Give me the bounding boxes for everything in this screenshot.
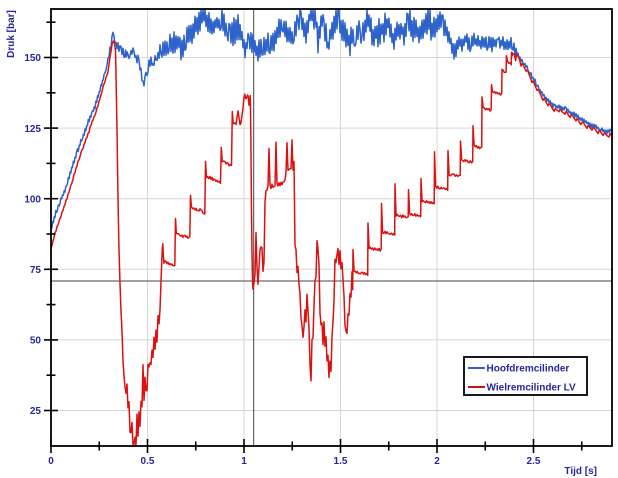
svg-text:Tijd [s]: Tijd [s] [564, 466, 597, 477]
svg-text:0: 0 [48, 456, 54, 467]
svg-text:25: 25 [30, 406, 42, 417]
svg-text:1: 1 [241, 456, 247, 467]
svg-text:0.5: 0.5 [141, 456, 155, 467]
svg-text:75: 75 [30, 265, 42, 276]
svg-text:50: 50 [30, 336, 42, 347]
svg-text:Wielremcilinder LV: Wielremcilinder LV [487, 383, 577, 394]
svg-text:Druk [bar]: Druk [bar] [6, 10, 17, 58]
svg-text:1.5: 1.5 [334, 456, 348, 467]
svg-text:2.5: 2.5 [527, 456, 541, 467]
svg-text:Hoofdremcilinder: Hoofdremcilinder [487, 364, 570, 375]
svg-text:2: 2 [434, 456, 440, 467]
svg-text:150: 150 [24, 53, 41, 64]
svg-text:100: 100 [24, 194, 41, 205]
svg-text:125: 125 [24, 124, 41, 135]
